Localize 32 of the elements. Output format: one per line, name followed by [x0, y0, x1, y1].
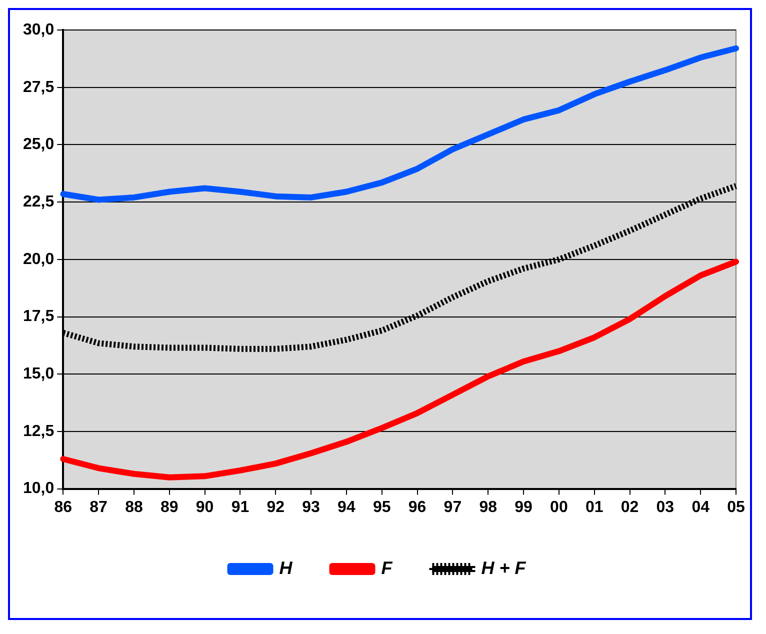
x-tick-label: 02 [620, 498, 639, 516]
y-tick-label: 20,0 [23, 250, 54, 268]
x-tick-label: 86 [54, 498, 72, 516]
x-tick-label: 89 [160, 498, 178, 516]
x-tick-label: 91 [231, 498, 250, 516]
x-tick-label: 90 [196, 498, 214, 516]
x-tick-label: 97 [444, 498, 462, 516]
x-tick-label: 88 [125, 498, 143, 516]
y-tick-label: 27,5 [23, 78, 54, 96]
y-tick-label: 12,5 [23, 422, 54, 440]
x-tick-label: 87 [90, 498, 108, 516]
y-tick-label: 30,0 [23, 21, 54, 38]
x-tick-label: 92 [266, 498, 285, 516]
x-tick-label: 95 [372, 498, 391, 516]
x-tick-label: 99 [514, 498, 533, 516]
legend-label: H [279, 558, 294, 578]
legend-label: H + F [481, 558, 527, 578]
y-tick-label: 10,0 [23, 480, 54, 498]
x-tick-label: 98 [479, 498, 498, 516]
y-tick-label: 17,5 [23, 308, 54, 326]
x-tick-label: 94 [338, 498, 356, 516]
x-tick-label: 01 [585, 498, 604, 516]
y-tick-label: 22,5 [23, 193, 54, 210]
y-tick-label: 15,0 [23, 366, 54, 383]
x-tick-label: 03 [656, 498, 674, 516]
x-tick-label: 00 [550, 498, 568, 516]
x-tick-label: 96 [408, 498, 426, 516]
x-tick-label: 93 [302, 498, 320, 516]
x-tick-label: 04 [692, 498, 710, 516]
x-tick-label: 05 [727, 498, 745, 516]
legend-label: F [381, 558, 394, 578]
y-tick-label: 25,0 [23, 136, 54, 154]
